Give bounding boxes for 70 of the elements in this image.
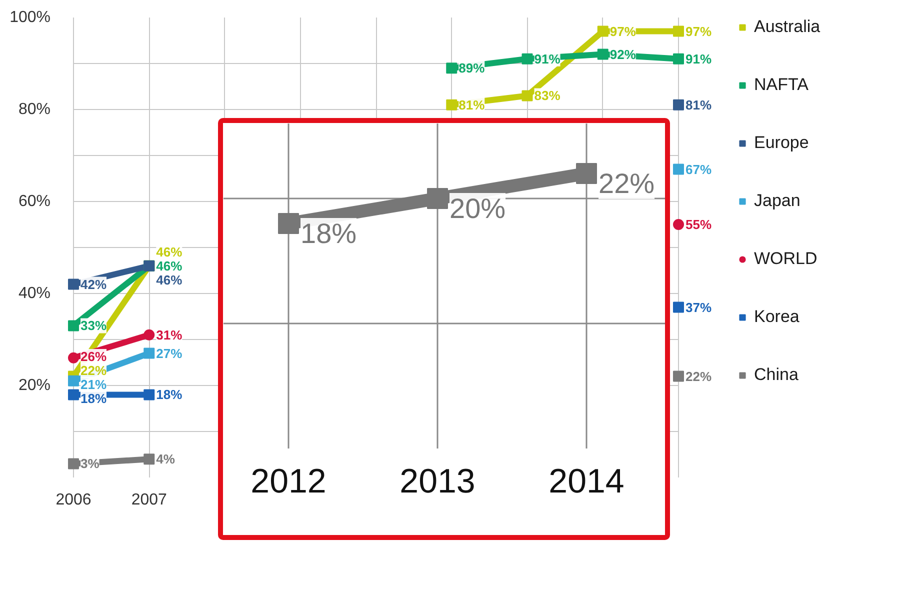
data-label: 89% — [458, 60, 486, 76]
legend-label: WORLD — [754, 249, 818, 269]
legend-label: Europe — [754, 133, 809, 153]
data-label: 22% — [686, 368, 712, 384]
point — [673, 99, 684, 110]
data-label: 46% — [156, 258, 183, 274]
data-label: 4% — [156, 452, 176, 467]
point — [597, 26, 608, 37]
data-label: 92% — [610, 46, 636, 62]
data-label: 3% — [80, 456, 100, 472]
point — [68, 320, 79, 332]
legend-label: Australia — [754, 17, 820, 37]
point — [68, 389, 79, 400]
point — [446, 99, 458, 110]
point — [446, 62, 458, 74]
y-tick-label: 60% — [18, 193, 51, 210]
legend-label: NAFTA — [754, 75, 808, 95]
data-label: 91% — [686, 51, 712, 66]
y-tick-label: 40% — [18, 285, 51, 302]
point — [522, 53, 533, 64]
data-label: 18% — [80, 390, 107, 406]
legend-label: Korea — [754, 307, 800, 327]
data-label: 83% — [534, 88, 561, 104]
data-label: 67% — [686, 162, 712, 177]
point — [68, 352, 79, 364]
x-tick-label: 2013 — [400, 462, 476, 500]
point — [673, 53, 684, 64]
legend-label: Japan — [754, 191, 800, 211]
point — [68, 278, 79, 290]
point — [673, 219, 684, 230]
data-label: 22% — [80, 362, 107, 378]
data-label: 18% — [156, 387, 183, 402]
point — [144, 329, 155, 340]
data-label: 97% — [610, 24, 636, 39]
data-label: 31% — [156, 327, 183, 342]
data-label: 81% — [458, 97, 486, 112]
data-label: 37% — [686, 300, 712, 315]
x-tick-label: 2007 — [131, 492, 168, 508]
data-label: 81% — [686, 97, 712, 112]
y-tick-label: 20% — [18, 377, 51, 394]
point — [144, 348, 155, 359]
point — [673, 26, 684, 37]
y-tick-label: 80% — [18, 101, 51, 118]
data-label: 91% — [534, 51, 561, 66]
data-label: 33% — [80, 318, 107, 334]
point — [144, 454, 155, 465]
point — [68, 458, 79, 470]
data-label: 46% — [156, 244, 183, 260]
data-label: 22% — [598, 168, 655, 199]
point — [522, 90, 533, 102]
data-label: 21% — [80, 376, 107, 392]
x-tick-label: 2012 — [250, 462, 326, 500]
x-tick-label: 2014 — [548, 462, 624, 500]
point — [597, 48, 608, 60]
point — [673, 370, 684, 382]
data-label: 42% — [80, 276, 107, 292]
data-label: 26% — [80, 348, 107, 364]
point — [673, 164, 684, 175]
data-label: 46% — [156, 272, 183, 288]
data-label: 20% — [450, 193, 506, 224]
point — [673, 302, 684, 313]
point — [68, 375, 79, 386]
x-tick-label: 2006 — [56, 492, 92, 508]
legend-label: China — [754, 365, 798, 385]
data-label: 18% — [300, 218, 357, 249]
data-label: 27% — [156, 346, 183, 361]
y-tick-label: 100% — [10, 9, 50, 26]
data-label: 55% — [686, 217, 712, 232]
point — [144, 389, 155, 400]
data-label: 97% — [686, 24, 712, 39]
